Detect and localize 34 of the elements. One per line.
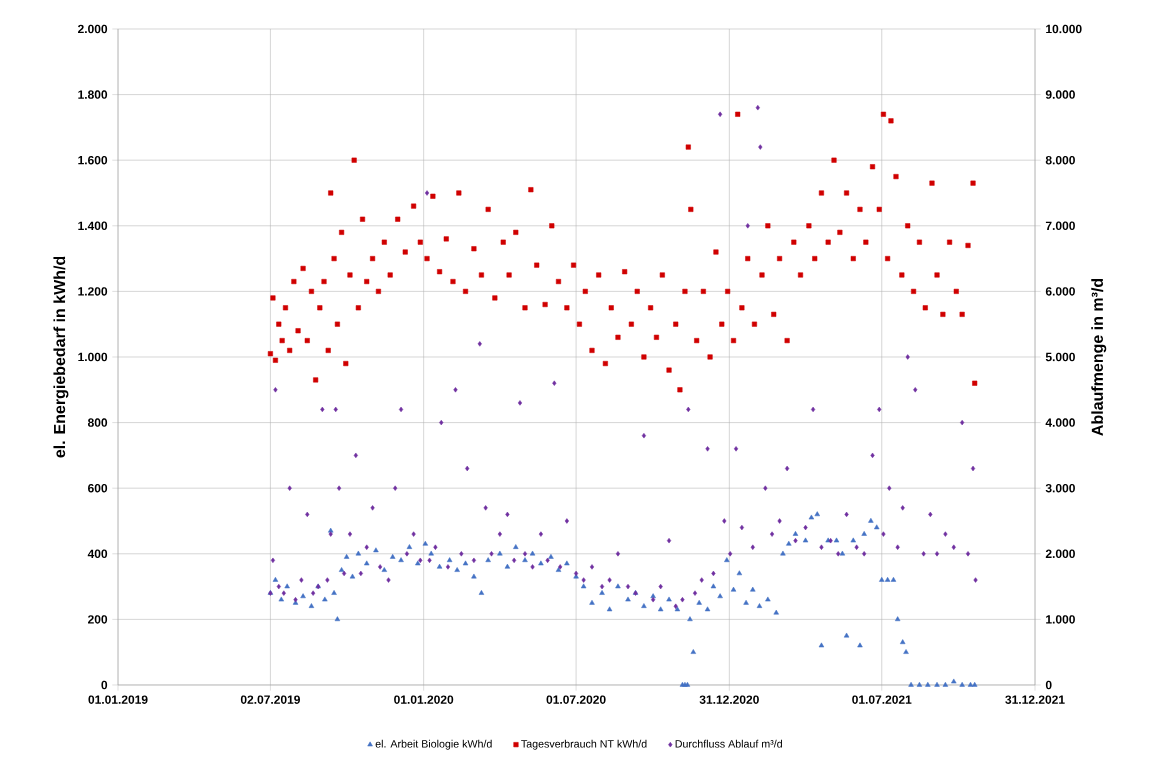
y2-tick-label: 2.000 [1045,549,1075,559]
y-tick-label: 1.400 [78,221,108,231]
y2-tick-label: 7.000 [1045,221,1075,231]
y-tick-label: 1.600 [78,155,108,165]
y-tick-label: 1.200 [78,287,108,296]
y2-tick-label: 4.000 [1045,418,1075,427]
x-tick-label: 01.01.2019 [88,695,148,704]
y2-axis-title: Ablaufmenge in m³/d [1091,278,1107,436]
y2-tick-label: 5.000 [1045,352,1075,362]
legend-label: Durchfluss Ablauf m³/d [675,739,782,748]
y-tick-label: 400 [87,549,108,559]
y2-tick-label: 10.000 [1046,24,1082,34]
legend-label: Tagesverbrauch NT kWh/d [521,739,647,750]
y-tick-label: 1.000 [78,352,108,362]
y2-tick-label: 3.000 [1045,483,1075,493]
x-tick-label: 01.07.2020 [546,695,606,704]
x-tick-label: 01.07.2021 [852,695,912,704]
y-tick-label: 600 [88,483,108,493]
y2-tick-label: 9.000 [1045,90,1075,99]
y2-tick-label: 0 [1045,680,1052,690]
y-tick-label: 0 [101,680,108,690]
y2-tick-label: 1.000 [1046,615,1075,624]
x-tick-label: 31.12.2021 [1005,695,1065,704]
y-tick-label: 200 [88,615,108,624]
y-tick-label: 800 [87,418,108,427]
y-tick-label: 1.800 [78,90,108,99]
y-tick-label: 2.000 [78,24,108,34]
x-tick-label: 02.07.2019 [240,695,300,704]
x-tick-label: 01.01.2020 [394,695,454,704]
y2-tick-label: 6.000 [1045,287,1075,296]
y-axis-title: el. Energiebedarf in kWh/d [53,256,69,458]
legend-label: el. Arbeit Biologie kWh/d [375,739,492,750]
y2-tick-label: 8.000 [1045,155,1075,165]
x-tick-label: 31.12.2020 [699,695,759,704]
